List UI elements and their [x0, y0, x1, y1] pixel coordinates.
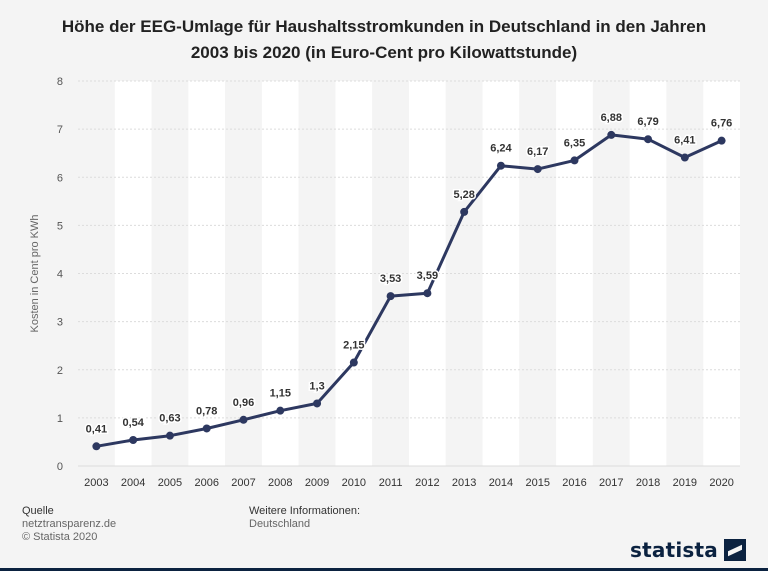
y-tick-label: 2 — [57, 365, 63, 377]
data-point[interactable] — [386, 292, 395, 301]
data-point[interactable] — [239, 415, 248, 424]
gridlines — [78, 80, 740, 467]
x-tick-label: 2018 — [636, 477, 660, 489]
chart-title-line-2: 2003 bis 2020 (in Euro-Cent pro Kilowatt… — [190, 43, 578, 62]
data-label: 0,54 — [122, 417, 144, 429]
data-point[interactable] — [717, 136, 726, 145]
data-point[interactable] — [496, 161, 505, 170]
data-point[interactable] — [276, 406, 285, 415]
data-label: 3,53 — [380, 273, 401, 285]
data-point[interactable] — [680, 153, 689, 162]
data-point[interactable] — [313, 399, 322, 408]
x-tick-label: 2007 — [231, 477, 255, 489]
data-label: 6,88 — [601, 112, 622, 124]
column-band — [519, 81, 557, 466]
column-band — [78, 81, 115, 466]
source-label: Quelle — [22, 505, 54, 517]
x-tick-label: 2008 — [268, 477, 292, 489]
data-label: 6,41 — [674, 135, 695, 147]
y-tick-label: 8 — [57, 76, 63, 88]
data-point[interactable] — [165, 431, 174, 440]
y-tick-label: 6 — [57, 172, 63, 184]
column-band — [114, 81, 152, 466]
x-tick-label: 2015 — [525, 477, 549, 489]
chart-title-line-1: Höhe der EEG-Umlage für Haushaltsstromku… — [61, 17, 707, 36]
data-label: 3,59 — [417, 270, 438, 282]
x-tick-label: 2012 — [415, 477, 439, 489]
logo-text: statista — [630, 538, 718, 562]
x-tick-label: 2006 — [194, 477, 218, 489]
data-labels: 0,41 0,54 0,63 0,78 0,96 1,15 1,3 2,15 3,53 3,59 5… — [84, 110, 734, 436]
data-point[interactable] — [570, 156, 579, 165]
data-label: 6,76 — [711, 118, 732, 130]
column-band — [298, 81, 336, 466]
info-label[interactable]: Weitere Informationen: — [249, 505, 361, 517]
data-label: 0,78 — [196, 405, 217, 417]
bottom-accent-bar — [0, 568, 768, 571]
data-label: 6,24 — [490, 143, 512, 155]
y-tick-label: 5 — [57, 220, 63, 232]
y-axis-ticks: 0 1 2 3 4 5 6 7 8 — [57, 76, 63, 473]
info-region: Deutschland — [249, 518, 311, 530]
data-label: 6,35 — [564, 137, 585, 149]
x-tick-label: 2016 — [562, 477, 586, 489]
y-tick-label: 0 — [57, 461, 63, 473]
x-tick-label: 2014 — [489, 477, 513, 489]
x-tick-label: 2019 — [673, 477, 697, 489]
x-tick-label: 2009 — [305, 477, 329, 489]
x-tick-label: 2010 — [342, 477, 366, 489]
data-label: 6,79 — [637, 116, 658, 128]
x-tick-label: 2013 — [452, 477, 476, 489]
data-point[interactable] — [349, 358, 358, 367]
column-band — [482, 81, 520, 466]
data-point[interactable] — [92, 442, 101, 451]
series-line — [96, 133, 723, 448]
data-label: 1,3 — [309, 380, 324, 392]
column-band — [666, 81, 704, 466]
data-label: 5,28 — [453, 189, 474, 201]
copyright: © Statista 2020 — [22, 531, 98, 543]
data-label: 1,15 — [270, 388, 291, 400]
source-block: Quelle netztransparenz.de © Statista 202… — [22, 505, 116, 544]
x-tick-label: 2011 — [379, 477, 403, 489]
x-tick-label: 2020 — [709, 477, 733, 489]
x-axis-ticks: 2003 2004 2005 2006 2007 2008 2009 2010 2011 2012… — [84, 477, 734, 489]
y-tick-label: 1 — [57, 413, 63, 425]
data-label: 0,63 — [159, 413, 180, 425]
y-tick-label: 7 — [57, 124, 63, 136]
data-label: 0,96 — [233, 397, 254, 409]
column-band — [261, 81, 299, 466]
source-link[interactable]: netztransparenz.de — [22, 518, 117, 530]
y-axis-label: Kosten in Cent pro KWh — [29, 214, 41, 332]
data-point[interactable] — [129, 436, 138, 445]
logo-mark-icon — [724, 539, 746, 561]
x-tick-label: 2003 — [84, 477, 108, 489]
data-point[interactable] — [460, 207, 469, 216]
x-tick-label: 2005 — [158, 477, 182, 489]
data-label: 2,15 — [343, 340, 364, 352]
y-tick-label: 4 — [57, 269, 63, 281]
x-tick-label: 2004 — [121, 477, 145, 489]
info-block: Weitere Informationen: Deutschland — [249, 505, 360, 531]
data-point[interactable] — [644, 135, 653, 144]
chart-title: Höhe der EEG-Umlage für Haushaltsstromku… — [20, 14, 748, 66]
data-point[interactable] — [202, 424, 211, 433]
data-point[interactable] — [423, 289, 432, 298]
statista-logo[interactable]: statista — [630, 536, 746, 564]
data-label: 0,41 — [86, 423, 107, 435]
data-point[interactable] — [533, 165, 542, 174]
x-tick-label: 2017 — [599, 477, 623, 489]
data-points — [92, 130, 726, 451]
data-label: 6,17 — [527, 146, 548, 158]
data-point[interactable] — [607, 130, 616, 139]
y-tick-label: 3 — [57, 317, 63, 329]
